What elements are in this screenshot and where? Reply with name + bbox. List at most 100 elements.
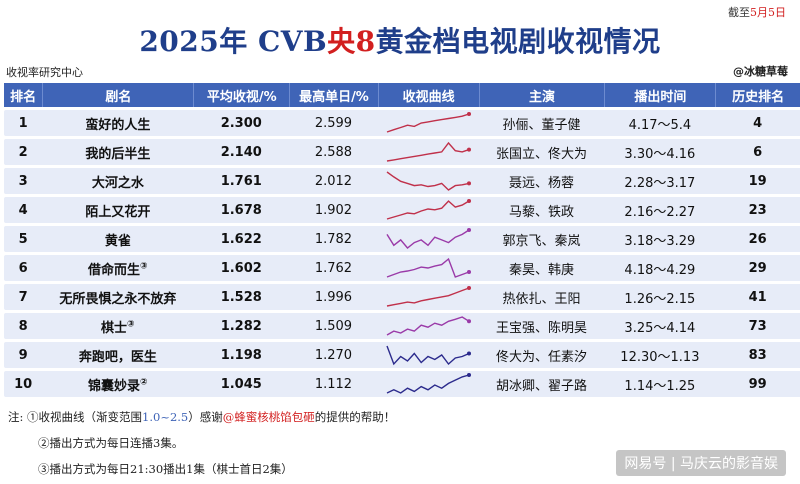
sparkline-end-point xyxy=(467,351,472,356)
cell-rank: 5 xyxy=(4,226,43,252)
rating-sparkline xyxy=(387,286,472,307)
cell-curve xyxy=(377,139,479,165)
cell-curve xyxy=(377,342,479,368)
cell-peak: 1.762 xyxy=(289,255,378,281)
sparkline-end-point xyxy=(467,199,472,203)
cell-title: 大河之水 xyxy=(42,168,194,194)
cell-history-rank: 99 xyxy=(715,371,800,397)
cell-title: 陌上又花开 xyxy=(42,197,194,223)
rating-sparkline xyxy=(386,228,472,249)
deadline-prefix: 截至 xyxy=(728,6,750,19)
header-average: 平均收视/% xyxy=(193,83,290,107)
cell-rank: 1 xyxy=(4,110,43,136)
cell-history-rank: 23 xyxy=(715,197,800,223)
sparkline-end-point xyxy=(467,112,472,116)
cell-rank: 8 xyxy=(4,313,43,339)
title-footnote-mark: ② xyxy=(140,377,148,388)
cell-cast: 张国立、佟大为 xyxy=(478,139,605,165)
cell-curve xyxy=(377,226,479,252)
table-body: 1 蛮好的人生 2.300 2.599 孙俪、董子健 4.17～5.4 4 2 我的后半生 2.1… xyxy=(4,110,800,397)
page-title: 2025年 CVB央8黄金档电视剧收视情况 xyxy=(0,20,800,60)
cell-cast: 孙俪、董子健 xyxy=(478,110,605,136)
cell-cast: 郭京飞、秦岚 xyxy=(478,226,605,252)
cell-cast: 聂远、杨蓉 xyxy=(478,168,605,194)
sparkline-path xyxy=(386,113,470,133)
cell-average: 1.528 xyxy=(193,284,290,310)
deadline-note: 截至5月5日 xyxy=(728,4,786,20)
cell-average: 1.761 xyxy=(193,168,290,194)
cell-rank: 7 xyxy=(4,284,43,310)
sparkline-end-point xyxy=(467,228,472,232)
sparkline-path xyxy=(387,141,470,162)
cell-title: 奔跑吧，医生 xyxy=(42,342,194,368)
table-row: 2 我的后半生 2.140 2.588 张国立、佟大为 3.30～4.16 6 xyxy=(4,139,800,165)
cell-airdates: 3.25～4.14 xyxy=(604,313,716,339)
cell-average: 1.045 xyxy=(193,371,290,397)
cell-history-rank: 26 xyxy=(715,226,800,252)
cell-curve xyxy=(377,168,479,194)
cell-history-rank: 6 xyxy=(715,139,800,165)
footnote-2: ②播出方式为每日连播3集。 xyxy=(38,436,184,450)
title-year: 2025年 CVB xyxy=(139,25,328,58)
header-history-rank: 历史排名 xyxy=(715,83,800,107)
rating-sparkline xyxy=(386,316,472,336)
rating-sparkline xyxy=(386,373,472,394)
sparkline-path xyxy=(386,171,470,191)
cell-average: 1.622 xyxy=(193,226,290,252)
cell-title: 我的后半生 xyxy=(42,139,194,165)
title-text: 我的后半生 xyxy=(85,146,151,162)
sparkline-end-point xyxy=(467,181,472,186)
cell-title: 无所畏惧之永不放弃 xyxy=(42,284,194,310)
cell-peak: 1.782 xyxy=(289,226,378,252)
cell-peak: 2.588 xyxy=(289,139,378,165)
cell-average: 1.602 xyxy=(193,255,290,281)
cell-peak: 1.509 xyxy=(289,313,378,339)
cell-airdates: 1.26～2.15 xyxy=(604,284,716,310)
title-channel: 央8 xyxy=(327,25,376,58)
table-row: 8 棋士③ 1.282 1.509 王宝强、陈明昊 3.25～4.14 73 xyxy=(4,313,800,339)
cell-rank: 6 xyxy=(4,255,43,281)
rating-sparkline xyxy=(386,345,472,366)
rating-sparkline xyxy=(386,171,472,191)
cell-cast: 马藜、铁政 xyxy=(478,197,605,223)
sparkline-path xyxy=(386,374,470,394)
cell-curve xyxy=(377,197,479,223)
cell-peak: 1.112 xyxy=(289,371,378,397)
cell-history-rank: 41 xyxy=(715,284,800,310)
table-row: 6 借命而生③ 1.602 1.762 秦昊、韩庚 4.18～4.29 29 xyxy=(4,255,800,281)
sparkline-end-point xyxy=(467,286,472,290)
title-text: 借命而生 xyxy=(88,262,141,278)
author-credit: @冰糖草莓 xyxy=(733,65,788,78)
note1-prefix: ①收视曲线（渐变范围 xyxy=(27,410,143,424)
cell-title: 黄雀 xyxy=(42,226,194,252)
cell-rank: 2 xyxy=(4,139,43,165)
header-title: 剧名 xyxy=(42,83,194,107)
title-text: 蛮好的人生 xyxy=(85,117,151,133)
rating-sparkline xyxy=(387,141,472,162)
cell-average: 1.282 xyxy=(193,313,290,339)
cell-peak: 1.996 xyxy=(289,284,378,310)
cell-title: 棋士③ xyxy=(42,313,194,339)
cell-rank: 3 xyxy=(4,168,43,194)
sparkline-path xyxy=(387,287,470,307)
cell-airdates: 3.30～4.16 xyxy=(604,139,716,165)
notes-label: 注: xyxy=(8,410,24,424)
cell-airdates: 2.16～2.27 xyxy=(604,197,716,223)
sparkline-path xyxy=(386,345,470,366)
note1-mid: ）感谢 xyxy=(188,410,223,424)
table-header-row: 排名 剧名 平均收视/% 最高单日/% 收视曲线 主演 播出时间 历史排名 xyxy=(4,83,800,107)
deadline-date: 5月5日 xyxy=(750,6,786,19)
cell-peak: 1.902 xyxy=(289,197,378,223)
cell-peak: 1.270 xyxy=(289,342,378,368)
title-footnote-mark: ③ xyxy=(140,261,148,272)
title-text: 锦囊妙录 xyxy=(88,378,141,394)
cell-curve xyxy=(377,110,479,136)
sparkline-path xyxy=(386,316,470,336)
sparkline-path xyxy=(386,229,470,249)
cell-rank: 4 xyxy=(4,197,43,223)
title-text: 大河之水 xyxy=(91,175,144,191)
cell-peak: 2.012 xyxy=(289,168,378,194)
cell-cast: 佟大为、任素汐 xyxy=(478,342,605,368)
cell-title: 蛮好的人生 xyxy=(42,110,194,136)
cell-airdates: 4.18～4.29 xyxy=(604,255,716,281)
